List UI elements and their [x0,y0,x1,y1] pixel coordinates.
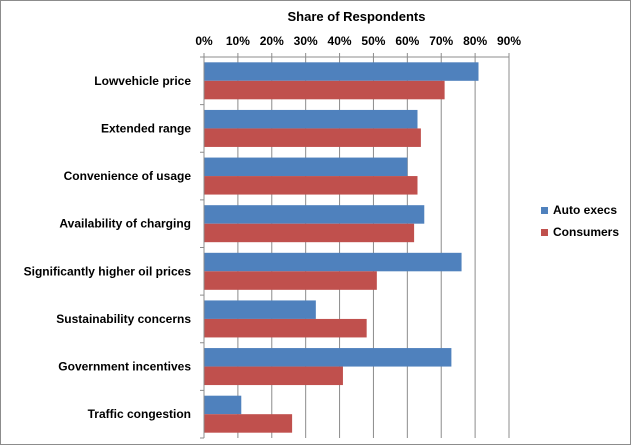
bar-consumers [204,318,367,338]
x-axis-ticks: 0% 10% 20% 30% 40% 50% 60% 70% 80% 90% [195,34,521,57]
legend-swatch [541,207,548,214]
bars [204,62,479,433]
bar-consumers [204,223,415,243]
category-label: Traffic congestion [88,407,191,421]
x-tick-label: 90% [497,34,521,48]
category-label: Government incentives [58,360,191,374]
category-label: Availability of charging [59,217,191,231]
x-tick-label: 40% [328,34,352,48]
bar-consumers [204,128,421,147]
axes [200,56,509,439]
x-tick-label: 20% [260,34,284,48]
x-axis-title: Share of Respondents [288,9,426,24]
category-label: Significantly higher oil prices [24,264,192,278]
bar-auto-execs [204,62,479,81]
bar-auto-execs [204,109,418,129]
x-tick-label: 80% [463,34,487,48]
bar-consumers [204,366,343,386]
x-tick-label: 0% [195,34,213,48]
x-tick-label: 70% [429,34,453,48]
category-label: Sustainability concerns [56,312,191,326]
category-label: Extended range [101,121,191,135]
x-tick-label: 30% [294,34,318,48]
legend-label: Auto execs [553,203,617,217]
legend: Auto execs Consumers [541,203,619,239]
x-tick-label: 50% [361,34,385,48]
bar-consumers [204,414,293,433]
category-labels: Lowvehicle price Extended range Convenienc… [24,74,192,421]
bar-auto-execs [204,395,242,415]
bar-auto-execs [204,157,408,177]
bar-auto-execs [204,348,452,367]
x-tick-label: 10% [226,34,250,48]
category-label: Lowvehicle price [94,74,191,88]
bar-consumers [204,271,377,290]
bar-auto-execs [204,205,425,224]
bar-auto-execs [204,300,316,319]
bar-consumers [204,176,418,195]
x-tick-label: 60% [395,34,419,48]
bar-consumers [204,80,445,100]
legend-label: Consumers [553,225,619,239]
legend-swatch [541,229,548,236]
bar-auto-execs [204,252,462,272]
category-label: Convenience of usage [64,169,192,183]
